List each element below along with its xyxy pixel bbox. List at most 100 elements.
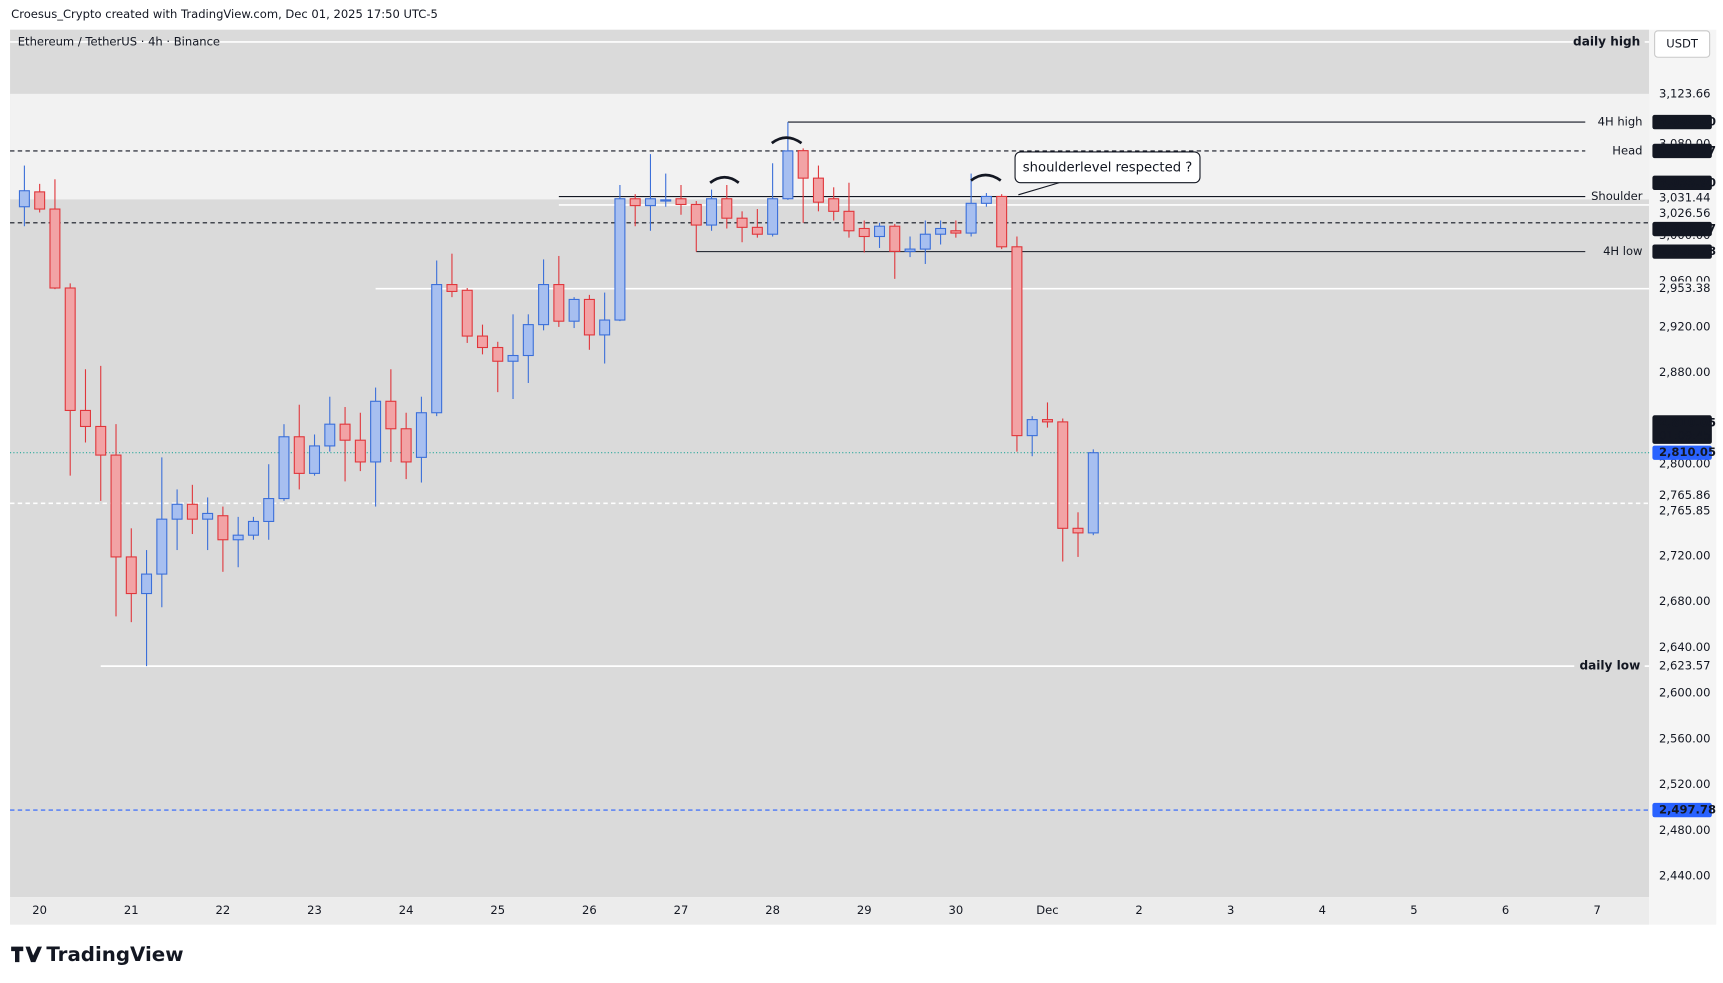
candle-body [843, 210, 855, 232]
y-tick-label: 2,440.00 [1659, 869, 1710, 883]
candle-body [736, 217, 748, 228]
candle-body [919, 233, 931, 250]
callout-text: shoulderlevel respected ? [1023, 160, 1192, 175]
candle-body [904, 248, 916, 252]
highlight-zone [10, 93, 1650, 200]
candle-body [431, 284, 443, 414]
x-tick-label: 3 [1227, 903, 1234, 917]
level-name: Shoulder [1591, 189, 1643, 203]
x-tick-label: 21 [124, 903, 139, 917]
candle-body [461, 289, 473, 337]
candle-body [324, 423, 336, 447]
symbol-title[interactable]: Ethereum / TetherUS · 4h · Binance [18, 34, 220, 48]
price-label-bg [1652, 445, 1712, 460]
x-tick-label: 26 [582, 903, 597, 917]
last-price-label: 2,810.05 [1659, 416, 1716, 430]
price-label-bg [1652, 175, 1712, 190]
countdown-label: 01:09:45 [1659, 429, 1711, 443]
price-label: 3,033.90 [1659, 175, 1716, 189]
candle-body [400, 428, 412, 463]
x-tick-label: 7 [1594, 903, 1601, 917]
x-axis-strip [10, 897, 1650, 925]
candle-body [141, 573, 153, 595]
callout-box[interactable] [1014, 151, 1201, 184]
logo-mark [11, 946, 42, 963]
candle-body [874, 225, 886, 238]
price-label-bg [1652, 658, 1712, 674]
candle-body [232, 534, 244, 541]
candle-body [446, 284, 458, 292]
candle-body [583, 298, 595, 336]
author-line: Croesus_Crypto created with TradingView.… [11, 7, 438, 21]
price-label-bg [1652, 114, 1712, 130]
head-arc [770, 136, 803, 145]
price-label-bg [1652, 244, 1712, 259]
y-tick-label: 2,800.00 [1659, 457, 1710, 471]
price-label: 2,810.05 [1659, 445, 1716, 459]
callout-pointer [1018, 182, 1060, 196]
candle-body [996, 195, 1008, 248]
y-tick-label: 2,920.00 [1659, 319, 1710, 333]
candle-body [247, 520, 259, 536]
candle-body [1057, 421, 1069, 529]
candle-body [889, 225, 901, 252]
candle-body [675, 198, 687, 206]
candle-body [782, 150, 794, 200]
candle-body [293, 436, 305, 474]
candle-body [354, 439, 366, 463]
candle-body [812, 177, 824, 203]
candle-body [492, 346, 504, 362]
candle-body [110, 454, 122, 558]
y-tick-label: 2,640.00 [1659, 640, 1710, 654]
candle-body [156, 518, 168, 575]
x-tick-label: 5 [1410, 903, 1417, 917]
candle-body [1011, 246, 1023, 437]
candle-body [278, 436, 290, 500]
candle-body [980, 195, 992, 204]
candle-body [339, 423, 351, 441]
y-tick-label: 2,680.00 [1659, 594, 1710, 608]
x-tick-label: 30 [949, 903, 964, 917]
candle-body [370, 400, 382, 463]
candle-body [690, 203, 702, 226]
price-label: 2,985.78 [1659, 244, 1716, 258]
price-label: 3,073.77 [1659, 143, 1716, 157]
candle-body [553, 284, 565, 322]
x-tick-label: 27 [674, 903, 689, 917]
level-name: 4H low [1603, 244, 1642, 258]
x-tick-label: 24 [399, 903, 414, 917]
candle-body [767, 198, 779, 235]
candle-body [828, 198, 840, 212]
price-label-bg [1652, 206, 1712, 221]
candle-body [751, 226, 763, 235]
candle-body [644, 198, 656, 207]
candle-body [950, 230, 962, 234]
candle-body [522, 324, 534, 357]
price-label: 3,026.56 [1659, 206, 1710, 220]
candle-body [858, 227, 870, 238]
x-tick-label: 4 [1319, 903, 1326, 917]
level-name: Head [1612, 143, 1642, 157]
candle-body [660, 199, 672, 202]
y-tick-label: 2,520.00 [1659, 777, 1710, 791]
candle-body [1041, 419, 1053, 423]
level-name: daily low [1579, 659, 1640, 673]
currency-button[interactable] [1654, 30, 1711, 58]
candle-body [965, 202, 977, 234]
price-label-bg [1652, 221, 1712, 237]
candle-body [263, 498, 275, 522]
candle-body [186, 503, 198, 520]
x-tick-label: 2 [1135, 903, 1142, 917]
candle-body [1087, 452, 1099, 534]
x-tick-label: 6 [1502, 903, 1509, 917]
candle-body [171, 503, 183, 520]
level-name-bg [1574, 658, 1645, 674]
x-tick-label: 25 [490, 903, 505, 917]
price-label-bg [1652, 281, 1712, 296]
price-label: 3,031.44 [1659, 191, 1710, 205]
price-label-bg [1652, 143, 1712, 159]
level-name-bg [1574, 34, 1645, 50]
currency-label[interactable]: USDT [1666, 37, 1699, 51]
candle-body [629, 198, 641, 207]
price-label: 2,765.86 [1659, 488, 1710, 502]
